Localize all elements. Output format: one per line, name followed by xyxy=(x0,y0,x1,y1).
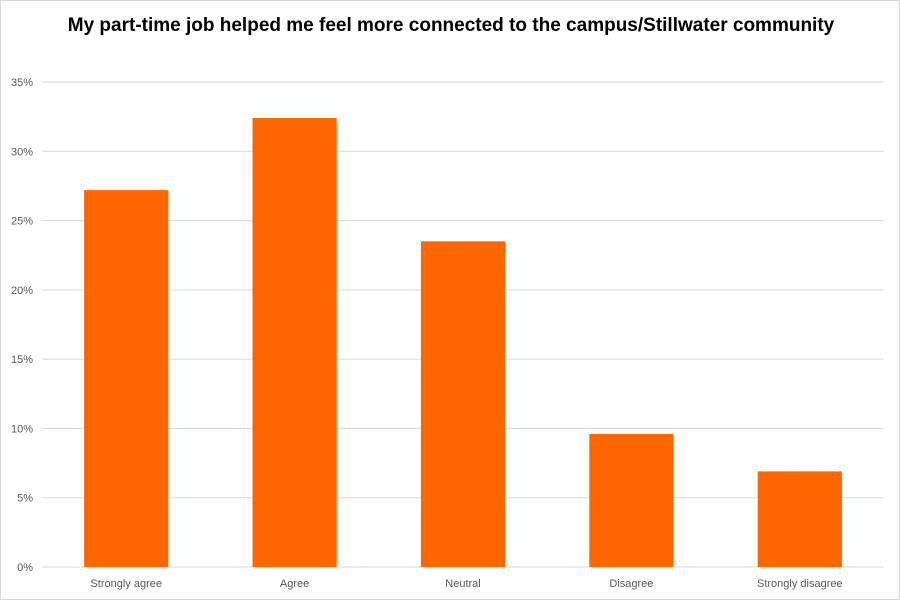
chart-title: My part-time job helped me feel more con… xyxy=(67,15,835,36)
bar xyxy=(252,118,337,568)
x-tick-label: Disagree xyxy=(609,578,653,590)
y-tick-label: 15% xyxy=(11,354,33,366)
y-tick-label: 5% xyxy=(17,493,33,505)
bar xyxy=(84,190,169,568)
y-tick-label: 20% xyxy=(11,285,33,297)
y-tick-label: 30% xyxy=(11,146,33,158)
x-tick-label: Neutral xyxy=(445,578,480,590)
x-tick-label: Strongly agree xyxy=(90,578,162,590)
y-tick-label: 10% xyxy=(11,423,33,435)
x-tick-label: Agree xyxy=(280,578,309,590)
bar xyxy=(589,433,674,567)
bar xyxy=(757,471,842,567)
y-tick-label: 35% xyxy=(11,77,33,89)
x-tick-label: Strongly disagree xyxy=(757,578,843,590)
y-tick-label: 0% xyxy=(17,562,33,574)
y-tick-label: 25% xyxy=(11,216,33,228)
bar xyxy=(420,241,506,567)
